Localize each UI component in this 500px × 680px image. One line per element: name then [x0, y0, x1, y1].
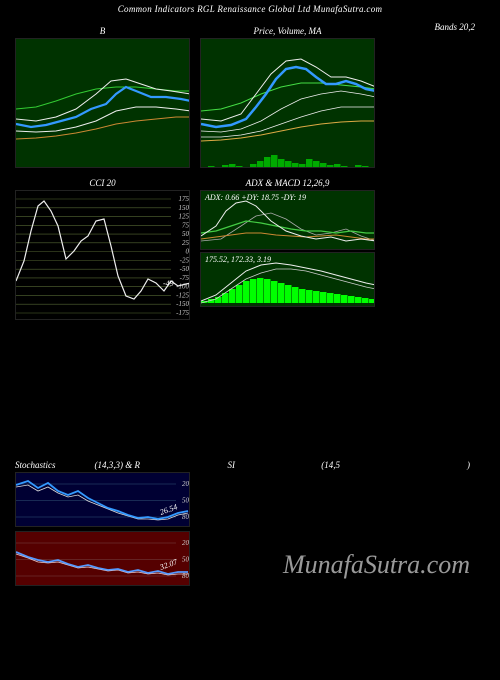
stoch-label-m: (14,3,3) & R: [70, 460, 140, 470]
watermark: MunafaSutra.com: [283, 550, 470, 580]
adx-macd-title: ADX & MACD 12,26,9: [200, 178, 375, 188]
svg-text:0: 0: [186, 248, 190, 256]
stoch-label-l: Stochastics: [15, 460, 70, 470]
svg-text:-175: -175: [176, 309, 189, 317]
bands-label: Bands 20,2: [435, 22, 476, 32]
svg-text:50: 50: [182, 556, 190, 564]
stochastics-header: Stochastics (14,3,3) & R SI (14,5 ): [0, 460, 500, 470]
svg-text:-125: -125: [176, 291, 189, 299]
bollinger-title: B: [15, 26, 190, 36]
svg-text:25: 25: [182, 239, 190, 247]
svg-text:20: 20: [182, 480, 190, 488]
adx-chart: ADX: 0.66 +DY: 18.75 -DY: 19: [200, 190, 375, 250]
mid-charts-row: CCI 20 1751501257550250-25-50-75-100-125…: [0, 178, 500, 320]
stoch-label-end: ): [340, 460, 470, 470]
svg-text:ADX: 0.66 +DY: 18.75 -DY: 19: ADX: 0.66 +DY: 18.75 -DY: 19: [204, 193, 306, 202]
header-main: ommon Indicators RGL Renaissance Global …: [124, 4, 382, 14]
price-ma-chart: [200, 38, 375, 168]
stoch-label-r: SI: [140, 460, 235, 470]
svg-text:-75: -75: [180, 274, 190, 282]
svg-text:-150: -150: [176, 300, 189, 308]
top-charts-row: B Price, Volume, MA: [0, 26, 500, 168]
stochastics-chart-1: 80502026.54: [15, 472, 190, 527]
bollinger-chart: [15, 38, 190, 168]
stochastics-chart-2: 80502032.07: [15, 531, 190, 586]
svg-text:75: 75: [182, 221, 190, 229]
svg-text:175.52, 172.33, 3.19: 175.52, 172.33, 3.19: [205, 255, 271, 264]
price-ma-panel: Price, Volume, MA: [200, 26, 375, 168]
svg-text:50: 50: [182, 497, 190, 505]
svg-text:20: 20: [182, 539, 190, 547]
macd-chart: 175.52, 172.33, 3.19: [200, 252, 375, 307]
stoch-label-rr: (14,5: [235, 460, 340, 470]
page-header: Common Indicators RGL Renaissance Global…: [0, 0, 500, 18]
adx-macd-panel: ADX & MACD 12,26,9 ADX: 0.66 +DY: 18.75 …: [200, 178, 375, 320]
svg-text:-25: -25: [180, 256, 190, 264]
bollinger-panel: B: [15, 26, 190, 168]
cci-chart: 1751501257550250-25-50-75-100-125-150-17…: [15, 190, 190, 320]
cci-title: CCI 20: [15, 178, 190, 188]
svg-text:80: 80: [182, 572, 190, 580]
svg-text:125: 125: [179, 213, 190, 221]
svg-text:150: 150: [179, 204, 190, 212]
svg-text:50: 50: [182, 230, 190, 238]
cci-panel: CCI 20 1751501257550250-25-50-75-100-125…: [15, 178, 190, 320]
price-ma-title: Price, Volume, MA: [200, 26, 375, 36]
svg-text:175: 175: [179, 195, 190, 203]
svg-text:-50: -50: [180, 265, 190, 273]
svg-text:-49: -49: [163, 279, 174, 288]
